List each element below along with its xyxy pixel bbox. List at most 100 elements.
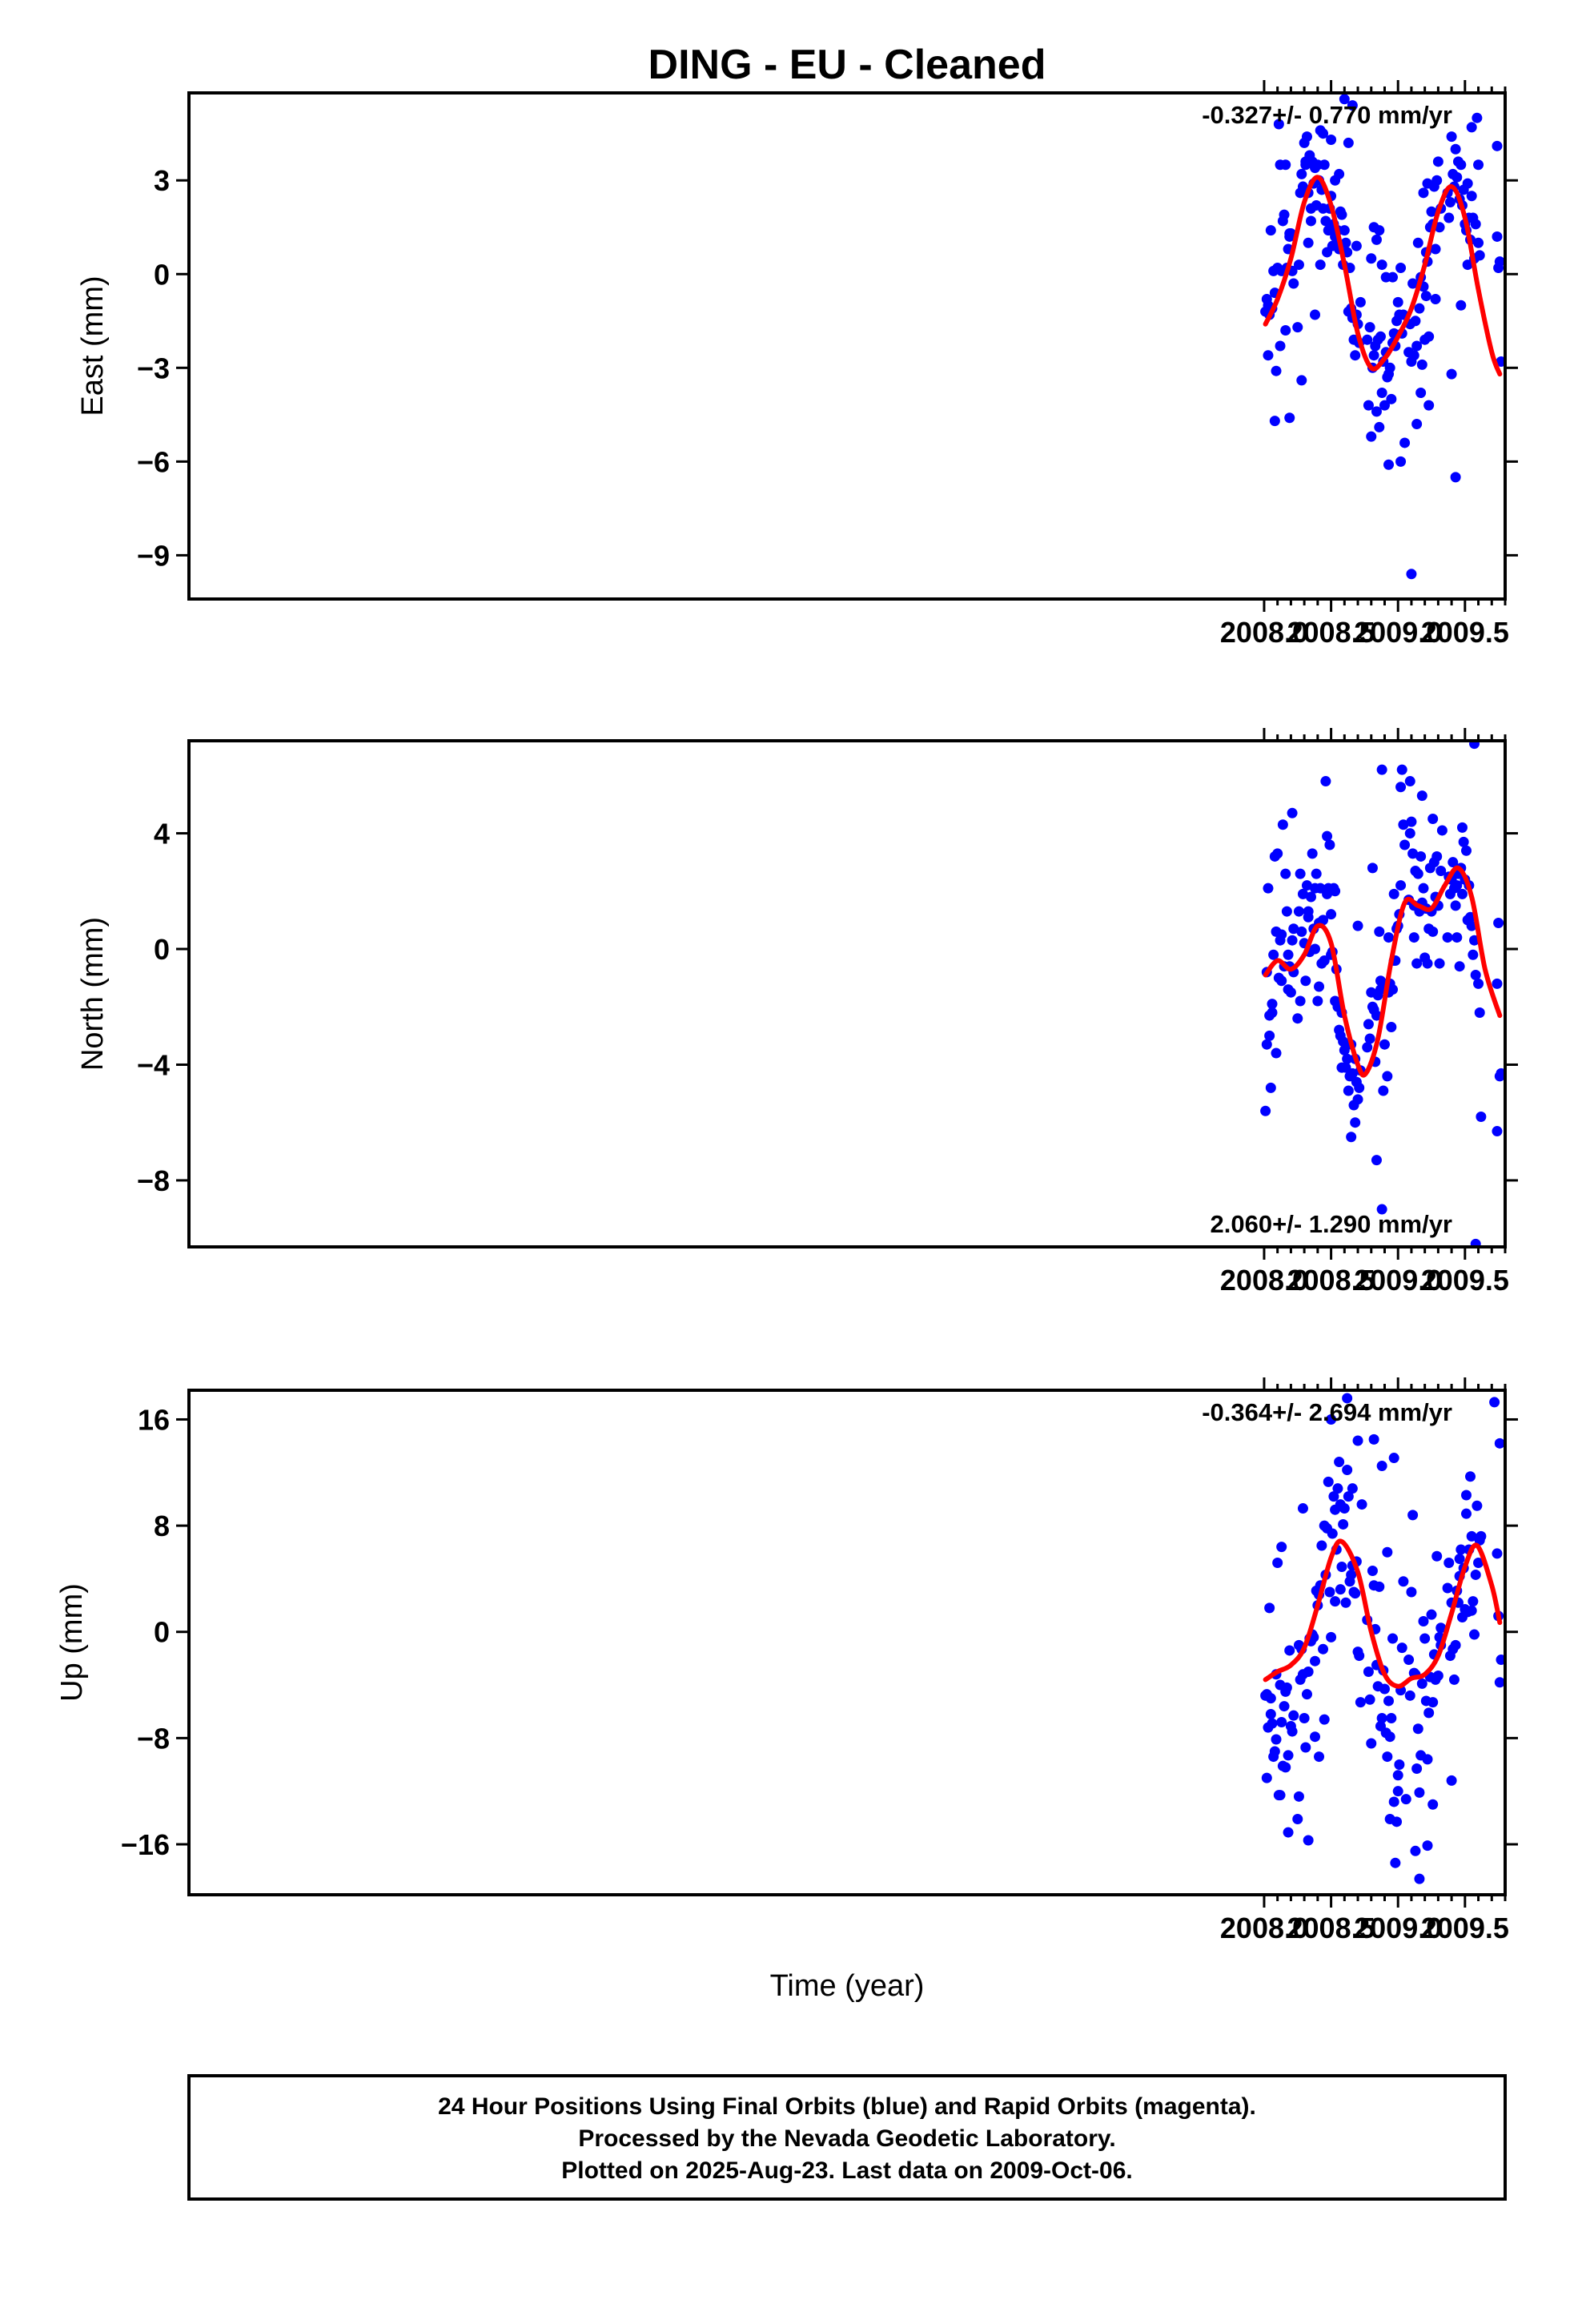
data-point [1427, 814, 1439, 825]
data-point [1295, 868, 1306, 879]
data-point [1272, 848, 1283, 859]
data-point [1376, 1461, 1387, 1471]
data-point [1276, 1716, 1287, 1727]
data-point [1473, 1558, 1484, 1569]
data-point [1335, 1499, 1346, 1510]
data-point [1390, 1857, 1401, 1868]
data-point [1318, 915, 1329, 926]
data-point [1261, 1039, 1272, 1050]
data-point [1442, 932, 1453, 943]
data-point [1355, 1697, 1366, 1708]
data-point [1334, 168, 1345, 179]
data-point [1423, 400, 1435, 411]
data-point [1386, 1022, 1397, 1033]
data-point [1352, 1435, 1363, 1446]
data-point [1324, 839, 1335, 850]
data-point [1412, 237, 1423, 248]
data-point [1280, 324, 1291, 336]
data-point [1347, 1068, 1358, 1079]
data-point [1418, 187, 1429, 199]
data-point [1399, 839, 1411, 850]
data-point [1297, 888, 1308, 899]
data-point [1364, 1033, 1375, 1044]
data-point [1293, 906, 1304, 917]
data-point [1318, 1643, 1329, 1655]
data-point [1443, 212, 1455, 223]
data-point [1419, 1633, 1431, 1644]
data-point [1319, 1714, 1330, 1725]
data-point [1371, 1155, 1382, 1166]
data-point [1466, 920, 1477, 931]
data-point [1412, 868, 1423, 879]
data-point [1383, 932, 1394, 943]
data-point [1307, 848, 1318, 859]
y-tick-label: −6 [137, 445, 170, 478]
data-point [1416, 359, 1427, 370]
data-point [1363, 400, 1374, 411]
data-point [1376, 259, 1387, 271]
data-point [1276, 929, 1287, 940]
caption-frame [187, 2074, 1507, 2201]
data-point [1284, 412, 1295, 424]
data-point [1326, 1413, 1337, 1425]
data-point [1432, 156, 1443, 167]
data-point [1450, 472, 1461, 483]
data-point [1476, 1111, 1487, 1122]
y-tick-label: 0 [154, 933, 170, 966]
data-point [1303, 1666, 1314, 1677]
data-point [1423, 331, 1435, 342]
data-point [1342, 1053, 1353, 1064]
data-point [1371, 234, 1382, 245]
data-point [1363, 1019, 1374, 1030]
data-point [1496, 356, 1505, 368]
data-point [1351, 240, 1362, 251]
data-point [1447, 857, 1459, 868]
data-point [1492, 1548, 1503, 1559]
data-point [1323, 1476, 1334, 1487]
rate-label: -0.364+/- 2.694 mm/yr [1202, 1398, 1452, 1426]
data-point [1292, 322, 1303, 333]
data-point [1444, 197, 1456, 208]
data-point [1301, 880, 1312, 891]
data-point [1411, 419, 1423, 430]
y-tick-label: −16 [121, 1828, 170, 1861]
figure-title: DING - EU - Cleaned [648, 42, 1046, 88]
data-point [1431, 850, 1443, 862]
data-point [1443, 1558, 1455, 1569]
data-point [1374, 225, 1385, 236]
data-point [1427, 926, 1439, 937]
data-point [1367, 1565, 1378, 1576]
data-point [1388, 888, 1399, 899]
data-point [1264, 1602, 1275, 1614]
data-point [1462, 259, 1473, 271]
data-point [1269, 416, 1280, 427]
data-point [1300, 975, 1311, 987]
x-tick-label: 2008.0 [1220, 616, 1308, 649]
x-tick-label: 2008.0 [1220, 1912, 1308, 1944]
data-point [1434, 958, 1445, 969]
data-point [1432, 1670, 1443, 1681]
data-point [1265, 225, 1276, 236]
data-point [1398, 1576, 1409, 1587]
data-point [1324, 1586, 1335, 1598]
data-point [1265, 1709, 1276, 1720]
data-point [1375, 975, 1386, 987]
data-point [1392, 1786, 1403, 1797]
data-point [1263, 350, 1274, 361]
data-point [1494, 1437, 1505, 1449]
points-layer [1260, 1393, 1505, 1884]
data-point [1332, 1483, 1343, 1494]
data-point [1436, 825, 1447, 836]
data-point [1362, 1042, 1373, 1053]
y-axis-label: Up (mm) [55, 1583, 89, 1702]
data-point [1299, 1713, 1310, 1723]
data-point [1288, 278, 1299, 289]
data-point [1322, 830, 1333, 842]
data-point [1267, 1007, 1278, 1018]
data-point [1271, 1047, 1282, 1059]
plot-frame [187, 739, 1507, 1248]
caption-box: 24 Hour Positions Using Final Orbits (bl… [187, 2074, 1507, 2201]
x-tick-label: 2009.0 [1354, 1264, 1442, 1297]
data-point [1408, 350, 1419, 361]
caption-line-1: 24 Hour Positions Using Final Orbits (bl… [438, 2093, 1256, 2120]
